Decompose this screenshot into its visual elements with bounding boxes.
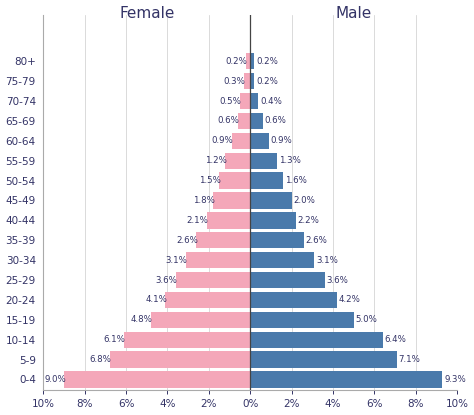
Bar — [240, 93, 250, 109]
Bar — [250, 352, 397, 368]
Text: 1.2%: 1.2% — [205, 156, 227, 165]
Bar — [250, 133, 269, 149]
Text: 1.6%: 1.6% — [285, 176, 307, 185]
Text: 2.6%: 2.6% — [176, 236, 198, 245]
Text: 1.8%: 1.8% — [193, 196, 215, 205]
Text: 0.9%: 0.9% — [211, 136, 233, 145]
Bar — [244, 73, 250, 89]
Text: 0.4%: 0.4% — [260, 97, 282, 105]
Bar — [151, 312, 250, 328]
Bar — [232, 133, 250, 149]
Bar — [250, 192, 292, 209]
Text: 2.2%: 2.2% — [297, 216, 319, 225]
Text: 5.0%: 5.0% — [355, 315, 377, 324]
Text: 0.6%: 0.6% — [264, 116, 286, 125]
Bar — [250, 212, 296, 229]
Bar — [186, 252, 250, 268]
Bar — [165, 292, 250, 308]
Bar — [250, 73, 255, 89]
Bar — [250, 272, 325, 288]
Text: 9.3%: 9.3% — [444, 375, 466, 384]
Bar — [124, 332, 250, 348]
Bar — [176, 272, 250, 288]
Text: 0.2%: 0.2% — [256, 77, 278, 85]
Text: 2.1%: 2.1% — [187, 216, 209, 225]
Bar — [246, 53, 250, 69]
Bar — [250, 232, 304, 249]
Text: 1.3%: 1.3% — [279, 156, 301, 165]
Bar — [250, 292, 337, 308]
Bar — [238, 113, 250, 129]
Text: Male: Male — [336, 7, 372, 22]
Text: 3.1%: 3.1% — [166, 256, 188, 265]
Bar — [196, 232, 250, 249]
Bar — [64, 371, 250, 388]
Bar — [225, 153, 250, 169]
Bar — [250, 53, 255, 69]
Text: 0.2%: 0.2% — [256, 57, 278, 66]
Text: 2.0%: 2.0% — [293, 196, 315, 205]
Bar — [219, 172, 250, 189]
Text: 4.1%: 4.1% — [145, 295, 167, 305]
Bar — [213, 192, 250, 209]
Bar — [250, 332, 383, 348]
Bar — [250, 371, 442, 388]
Bar — [109, 352, 250, 368]
Bar — [250, 93, 258, 109]
Text: 6.1%: 6.1% — [104, 335, 126, 344]
Text: Female: Female — [119, 7, 174, 22]
Text: 0.6%: 0.6% — [218, 116, 239, 125]
Text: 0.9%: 0.9% — [271, 136, 292, 145]
Text: 2.6%: 2.6% — [306, 236, 328, 245]
Text: 6.4%: 6.4% — [384, 335, 406, 344]
Text: 1.5%: 1.5% — [199, 176, 221, 185]
Text: 3.6%: 3.6% — [155, 276, 177, 285]
Text: 9.0%: 9.0% — [44, 375, 66, 384]
Bar — [250, 172, 283, 189]
Text: 6.8%: 6.8% — [90, 355, 111, 364]
Bar — [250, 153, 277, 169]
Bar — [250, 252, 314, 268]
Text: 4.2%: 4.2% — [339, 295, 361, 305]
Text: 0.3%: 0.3% — [224, 77, 246, 85]
Text: 0.2%: 0.2% — [226, 57, 248, 66]
Text: 7.1%: 7.1% — [399, 355, 420, 364]
Bar — [207, 212, 250, 229]
Bar — [250, 312, 354, 328]
Text: 4.8%: 4.8% — [131, 315, 153, 324]
Text: 0.5%: 0.5% — [219, 97, 242, 105]
Text: 3.1%: 3.1% — [316, 256, 338, 265]
Bar — [250, 113, 263, 129]
Text: 3.6%: 3.6% — [326, 276, 348, 285]
